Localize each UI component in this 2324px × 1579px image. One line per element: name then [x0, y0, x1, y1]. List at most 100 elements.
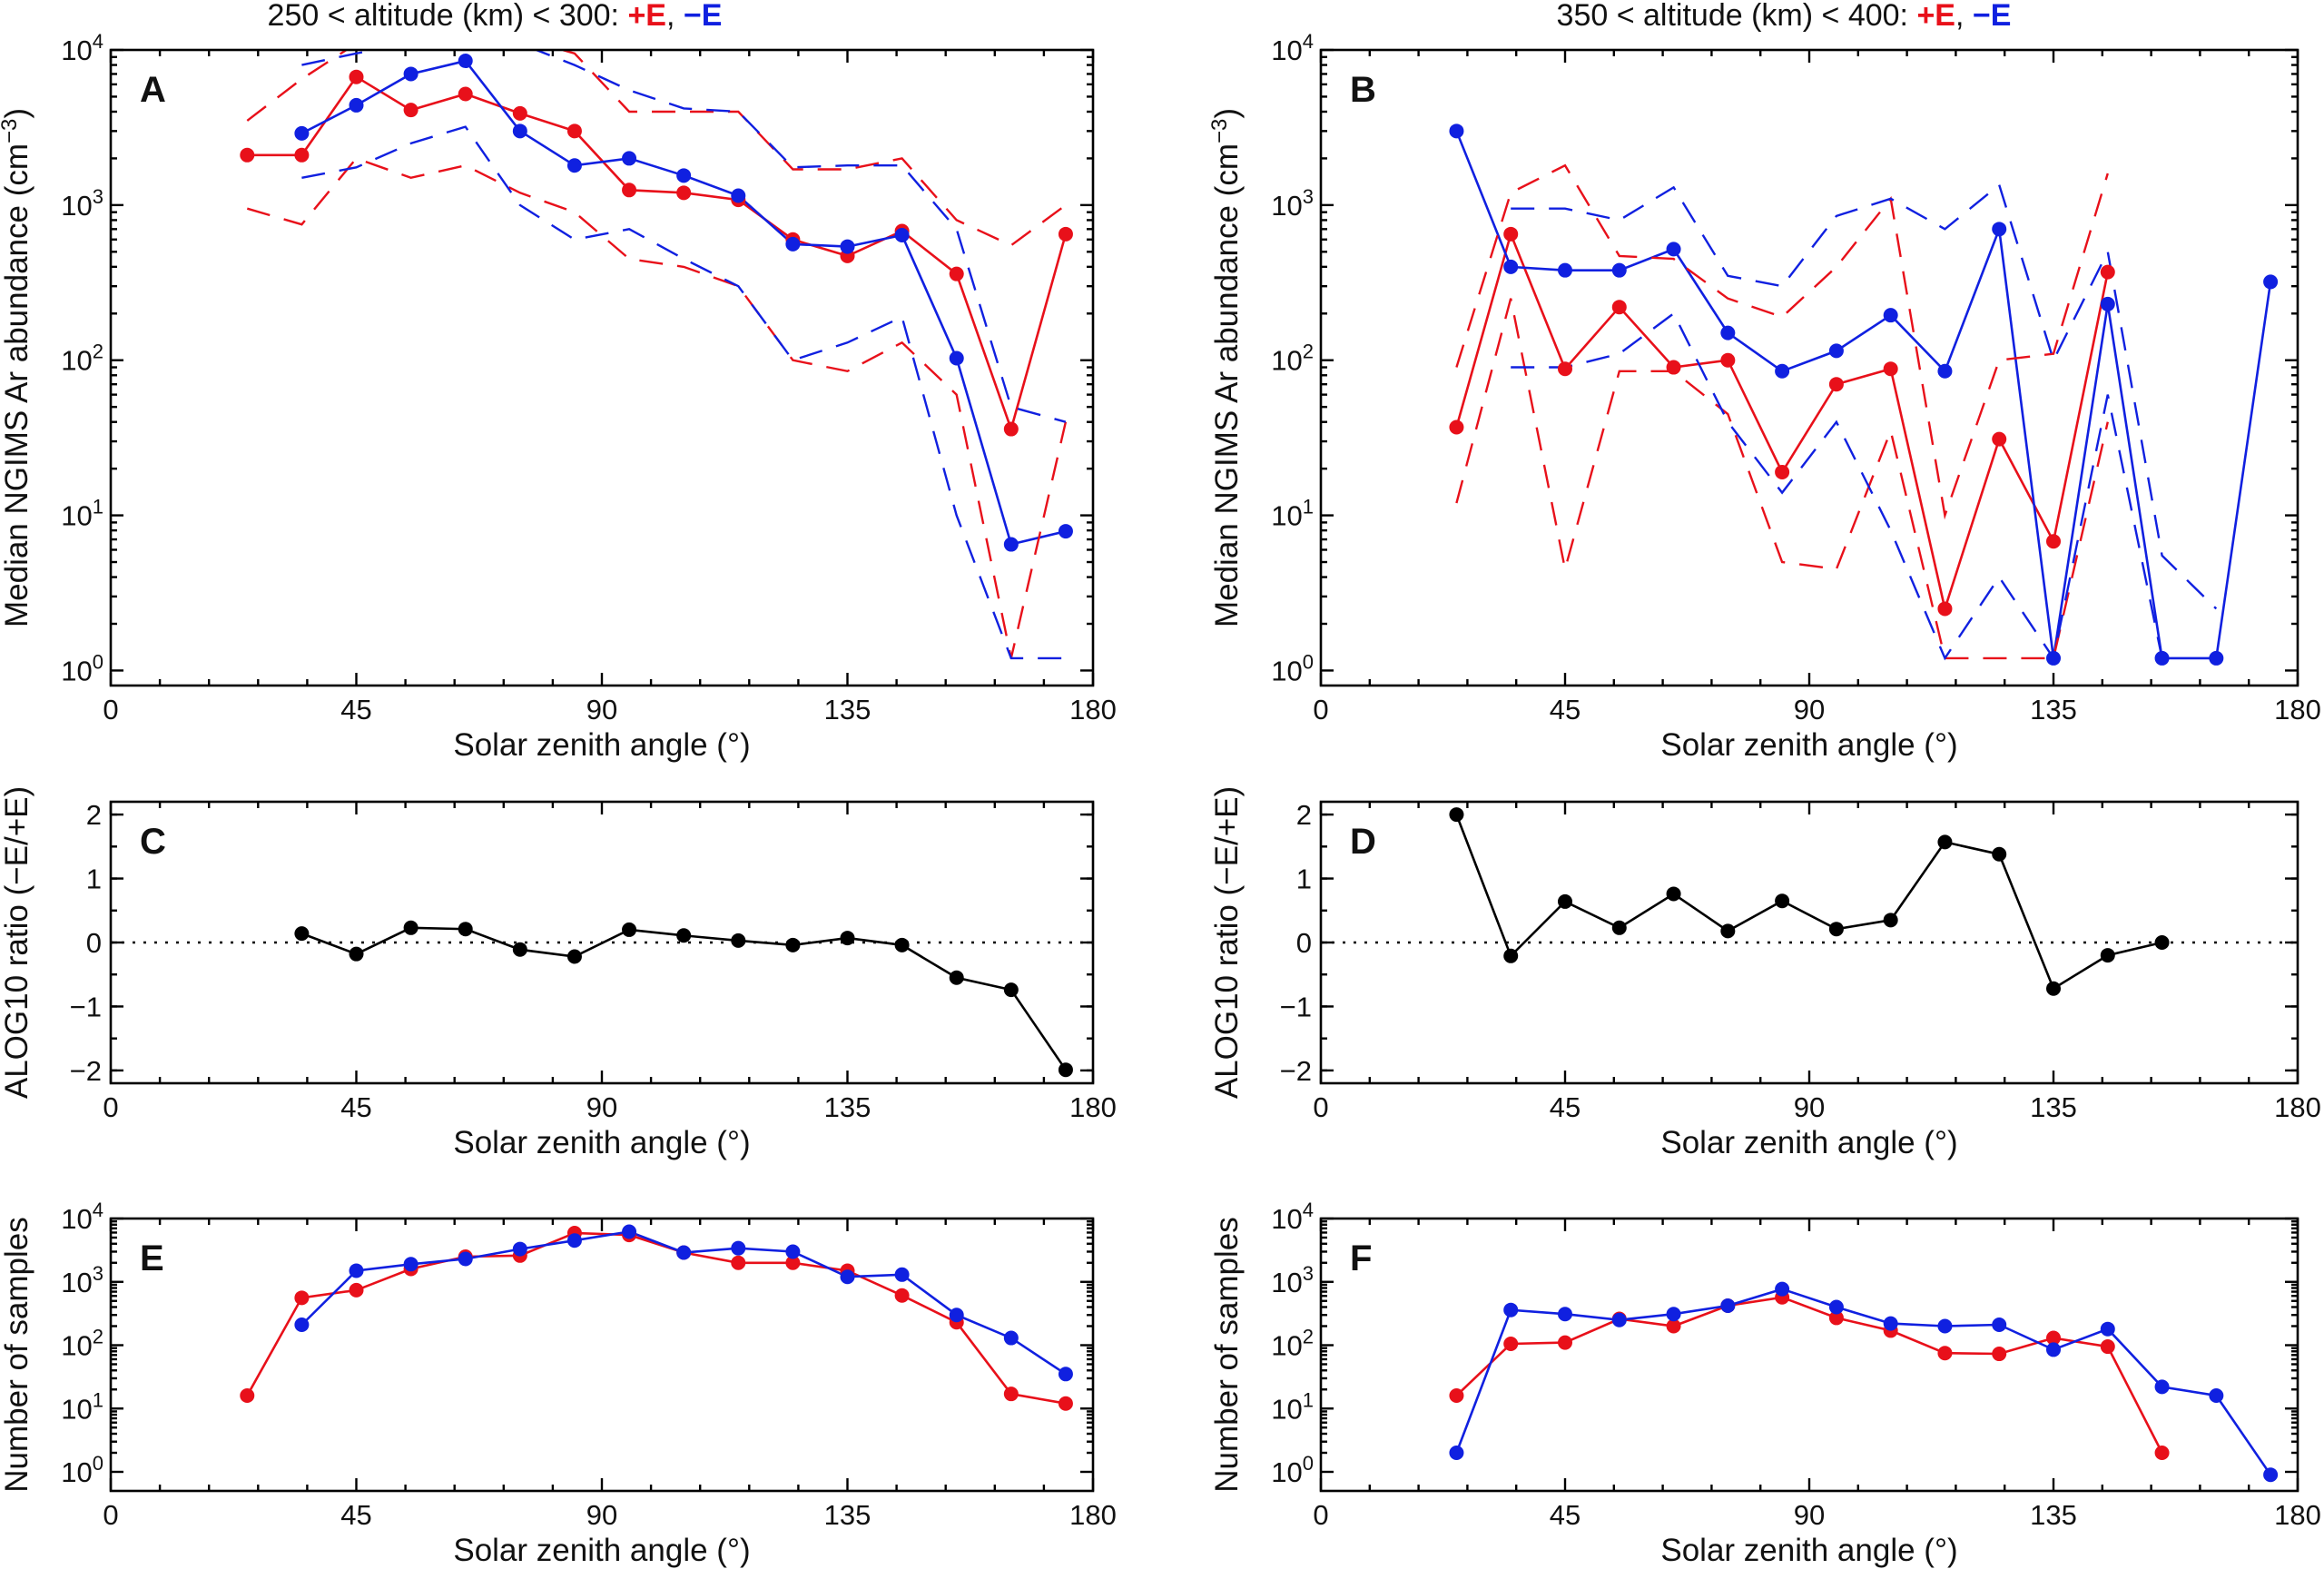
data-point [2263, 274, 2279, 290]
x-axis-label: Solar zenith angle (°) [453, 727, 750, 763]
y-tick-label: −1 [70, 991, 102, 1022]
y-axis-label: Number of samples [0, 1217, 34, 1492]
data-point [1003, 1387, 1019, 1402]
x-tick-label: 180 [2274, 1499, 2321, 1531]
x-tick-label: 0 [1313, 1499, 1328, 1531]
data-point [840, 239, 855, 254]
panel-f: 0 45 90 135 180 100 101 102 103 104 F Solar zenith … [1209, 1199, 2321, 1568]
data-point [785, 236, 801, 252]
x-axis-label: Solar zenith angle (°) [453, 1125, 750, 1160]
x-tick-label: 0 [1313, 694, 1328, 725]
data-point [840, 1269, 855, 1285]
y-axis-label: ALOG10 ratio (−E/+E) [1209, 786, 1245, 1099]
data-point [1611, 920, 1627, 935]
data-point [403, 1257, 419, 1272]
data-point [1828, 343, 1844, 359]
data-point [1775, 893, 1790, 909]
series--e-upper-dashed-line [301, 50, 1067, 423]
data-point [1449, 807, 1464, 823]
x-tick-label: 135 [2030, 1499, 2077, 1531]
data-point [566, 158, 582, 173]
data-point [622, 922, 637, 937]
series--e-median-line [1455, 230, 2110, 614]
data-point [512, 105, 527, 121]
plot-area [1455, 814, 2162, 991]
data-point [1937, 601, 1953, 617]
data-point [1937, 1346, 1953, 1361]
data-point [1720, 325, 1736, 340]
data-point [1883, 308, 1898, 323]
x-tick-label: 90 [1794, 1499, 1825, 1531]
data-point [1775, 464, 1790, 479]
data-point [403, 103, 419, 118]
y-tick-label: 103 [1271, 185, 1314, 222]
data-point [2154, 650, 2170, 666]
data-point [1003, 982, 1019, 998]
data-point [1666, 242, 1681, 257]
data-point [1828, 377, 1844, 392]
y-tick-label: 102 [61, 1326, 103, 1362]
data-point [458, 54, 473, 69]
panel-e: 0 45 90 135 180 100 101 102 103 104 E Solar zenith … [0, 1199, 1117, 1568]
data-point [1558, 1335, 1572, 1350]
data-point [1666, 1318, 1681, 1334]
series--e-upper-dashed-line [1455, 163, 2109, 520]
data-point [949, 1308, 964, 1323]
y-tick-label: −2 [70, 1055, 102, 1087]
data-point [240, 1388, 255, 1404]
y-tick-label: 103 [61, 185, 103, 222]
data-point [676, 185, 692, 201]
data-point [294, 926, 310, 942]
data-point [731, 933, 746, 948]
data-point [1558, 262, 1572, 278]
series--e-median-line [1455, 130, 2272, 660]
series-ratio-line [1455, 814, 2162, 991]
y-tick-label: 1 [86, 864, 102, 895]
data-point [676, 1245, 692, 1260]
data-point [676, 168, 692, 183]
data-point [2263, 1467, 2279, 1483]
data-point [458, 922, 473, 937]
y-tick-label: 0 [86, 927, 102, 959]
data-point [512, 1241, 527, 1257]
plot-area [246, 1230, 1067, 1405]
series--e-line [246, 1231, 1067, 1405]
y-tick-label: 2 [86, 799, 102, 831]
data-point [1992, 222, 2007, 237]
data-point [1503, 1302, 1519, 1317]
data-point [1720, 923, 1736, 939]
y-tick-label: 101 [61, 496, 103, 532]
data-point [458, 1251, 473, 1267]
series--e-lower-dashed-line [1455, 298, 2109, 660]
data-point [1058, 1396, 1073, 1411]
y-tick-label: 104 [1271, 1199, 1314, 1235]
data-point [1666, 1307, 1681, 1322]
y-tick-label: 101 [1271, 496, 1314, 532]
series--e-lower-dashed-line [246, 156, 1068, 659]
data-point [894, 1288, 910, 1303]
data-point [1992, 431, 2007, 447]
plot-frame [109, 1217, 1095, 1493]
x-tick-label: 90 [586, 694, 617, 725]
y-tick-label: 100 [1271, 1452, 1314, 1488]
x-tick-label: 45 [340, 694, 371, 725]
data-point [1883, 913, 1898, 928]
data-point [949, 266, 964, 281]
y-tick-label: 102 [61, 340, 103, 377]
x-tick-label: 135 [824, 694, 872, 725]
data-point [294, 147, 310, 163]
y-axis-label: Number of samples [1209, 1217, 1245, 1492]
panel-letter: A [140, 70, 166, 110]
y-axis-label: ALOG10 ratio (−E/+E) [0, 786, 34, 1099]
data-point [403, 66, 419, 82]
data-point [1503, 948, 1519, 963]
data-point [2209, 650, 2224, 666]
x-tick-label: 180 [1069, 694, 1117, 725]
x-tick-label: 180 [2274, 1091, 2321, 1123]
x-tick-label: 45 [340, 1091, 371, 1123]
data-point [1611, 262, 1627, 278]
data-point [622, 151, 637, 166]
y-tick-label: 1 [1296, 864, 1312, 895]
x-tick-label: 90 [1794, 1091, 1825, 1123]
